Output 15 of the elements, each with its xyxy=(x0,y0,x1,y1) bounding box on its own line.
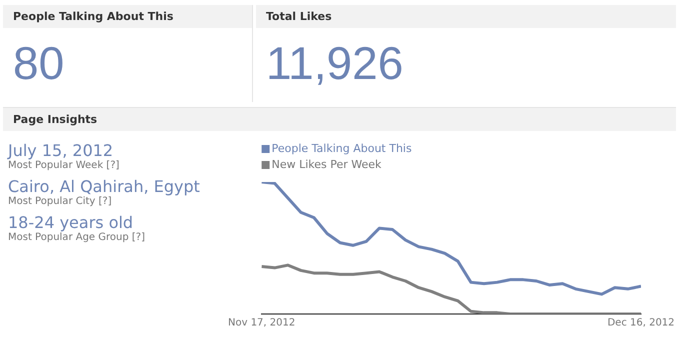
text: 18-24 years old xyxy=(8,213,134,232)
legend-label: People Talking About This xyxy=(272,142,412,155)
text: Most Popular Age Group [?] xyxy=(8,232,146,243)
text: Total Likes xyxy=(256,5,676,28)
legend-label: New Likes Per Week xyxy=(272,158,382,171)
x-tick-label: Dec 16, 2012 xyxy=(607,318,675,329)
text: Cairo, Al Qahirah, Egypt xyxy=(8,177,201,196)
text: Page Insights xyxy=(3,108,676,131)
text: Most Popular Week [?] xyxy=(8,160,120,171)
text: 11,926 xyxy=(265,36,404,90)
text: 80 xyxy=(12,36,66,90)
text: July 15, 2012 xyxy=(8,141,114,160)
text: Most Popular City [?] xyxy=(8,196,113,207)
x-tick-label: Nov 17, 2012 xyxy=(228,318,296,329)
text: People Talking About This xyxy=(3,5,252,28)
